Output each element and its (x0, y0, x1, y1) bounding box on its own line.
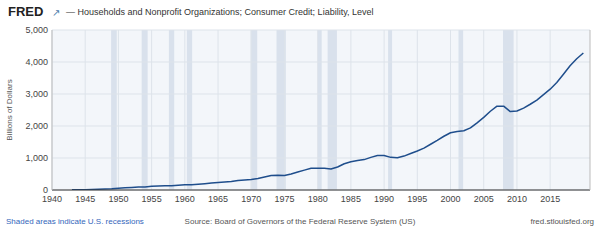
plot-frame-right (590, 30, 591, 190)
x-grid-line (417, 30, 418, 190)
x-tick-label: 1965 (208, 194, 228, 204)
y-tick-label: 5,000 (25, 25, 48, 35)
x-grid-line (251, 30, 252, 190)
x-tick-label: 1955 (142, 194, 162, 204)
x-grid-line (184, 30, 185, 190)
y-tick-label: 3,000 (25, 89, 48, 99)
x-tick-label: 1950 (108, 194, 128, 204)
icon: ↗ (52, 7, 60, 18)
y-grid-line (52, 94, 590, 95)
data-layer (111, 30, 514, 190)
x-axis-line (52, 190, 590, 191)
y-grid-line (52, 126, 590, 127)
y-tick-label: 1,000 (25, 153, 48, 163)
recession-band (142, 30, 148, 190)
recession-band (458, 30, 463, 190)
title: FRED (8, 4, 43, 19)
x-tick-label: 1985 (341, 194, 361, 204)
recession-band (111, 30, 117, 190)
x-grid-line (350, 30, 351, 190)
subtitle: — Households and Nonprofit Organizations… (66, 7, 374, 17)
recession-band (169, 30, 174, 190)
x-grid-line (284, 30, 285, 190)
recession-band (318, 30, 322, 190)
x-tick-label: 1990 (374, 194, 394, 204)
recession-band (388, 30, 392, 190)
x-grid-line (550, 30, 551, 190)
footer-note: Shaded areas indicate U.S. recessions (6, 217, 144, 226)
x-tick-label: 1960 (175, 194, 195, 204)
recession-band (251, 30, 258, 190)
x-grid-line (450, 30, 451, 190)
y-axis-line (52, 30, 53, 190)
recession-band (276, 30, 285, 190)
y-grid-line (52, 62, 590, 63)
y-grid-line (52, 190, 590, 191)
chart: FRED ↗ — Households and Nonprofit Organiza… (0, 0, 600, 231)
y-tick-label: 0 (43, 185, 48, 195)
footer-site: fred.stlouisfed.org (530, 217, 594, 226)
x-tick-label: 2015 (540, 194, 560, 204)
x-grid-line (52, 30, 53, 190)
series-layer (72, 53, 583, 190)
x-grid-line (483, 30, 484, 190)
x-tick-label: 1940 (42, 194, 62, 204)
plot-area (52, 30, 590, 190)
x-grid-line (151, 30, 152, 190)
recession-band (187, 30, 192, 190)
y-tick-label: 4,000 (25, 57, 48, 67)
x-tick-label: 1975 (274, 194, 294, 204)
x-grid-line (85, 30, 86, 190)
x-tick-label: 1945 (75, 194, 95, 204)
x-tick-label: 1980 (308, 194, 328, 204)
recession-band (328, 30, 337, 190)
y-axis-label: Billions of Dollars (5, 79, 14, 140)
x-tick-label: 1970 (241, 194, 261, 204)
x-grid-line (384, 30, 385, 190)
x-grid-line (118, 30, 119, 190)
footer-source: Source: Board of Governors of the Federa… (185, 217, 416, 226)
x-tick-label: 1995 (407, 194, 427, 204)
y-tick-label: 2,000 (25, 121, 48, 131)
x-tick-label: 2000 (441, 194, 461, 204)
x-grid-line (317, 30, 318, 190)
x-grid-line (218, 30, 219, 190)
y-grid-line (52, 158, 590, 159)
x-tick-label: 2010 (507, 194, 527, 204)
series-line (72, 53, 583, 190)
x-tick-label: 2005 (474, 194, 494, 204)
grid (52, 30, 590, 190)
y-grid-line (52, 30, 590, 31)
